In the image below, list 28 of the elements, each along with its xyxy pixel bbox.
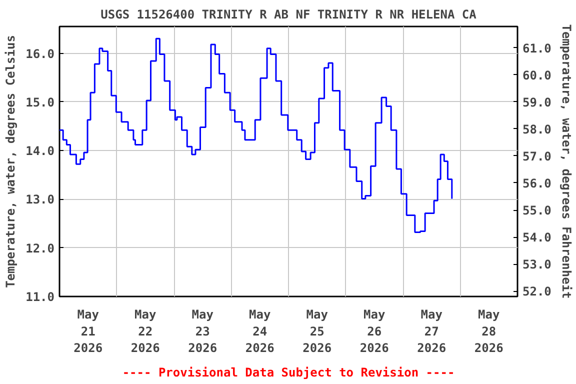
x-tick-label: May 26 2026	[360, 308, 389, 356]
y-tick-label: 14.0	[26, 144, 55, 158]
y-tick-label: 16.0	[26, 46, 55, 61]
x-tick-label: May 28 2026	[474, 308, 504, 356]
x-tick-label: May 24 2026	[245, 308, 274, 356]
y2-tick-label: 53.0	[522, 258, 552, 272]
y2-tick-label: 61.0	[522, 41, 552, 56]
y2-tick-label: 60.0	[522, 68, 552, 82]
y-tick-label: 13.0	[26, 192, 55, 207]
y2-axis-title: Temperature, water, degrees Fahrenheit	[559, 24, 574, 299]
y2-tick-label: 52.0	[522, 284, 552, 299]
y-tick-label: 12.0	[26, 241, 55, 256]
y2-tick-label: 54.0	[522, 230, 552, 245]
y2-tick-label: 59.0	[522, 95, 552, 110]
y2-tick-label: 56.0	[522, 176, 552, 190]
y2-tick-label: 57.0	[522, 149, 552, 164]
y-tick-label: 15.0	[26, 95, 55, 110]
y-axis-title: Temperature, water, degrees Celsius	[4, 35, 18, 288]
x-tick-label: May 21 2026	[74, 308, 103, 356]
chart-title: USGS 11526400 TRINITY R AB NF TRINITY R NR HELENA CA	[100, 8, 478, 22]
x-tick-label: May 25 2026	[302, 308, 332, 356]
y2-tick-label: 58.0	[522, 122, 552, 136]
y-tick-label: 11.0	[26, 290, 55, 304]
y2-tick-label: 55.0	[522, 204, 552, 218]
text: ---- Provisional Data Subject to Revision ----	[122, 366, 455, 380]
x-tick-label: May 23 2026	[188, 308, 218, 356]
x-tick-label: May 27 2026	[417, 308, 446, 356]
x-tick-label: May 22 2026	[130, 308, 160, 356]
